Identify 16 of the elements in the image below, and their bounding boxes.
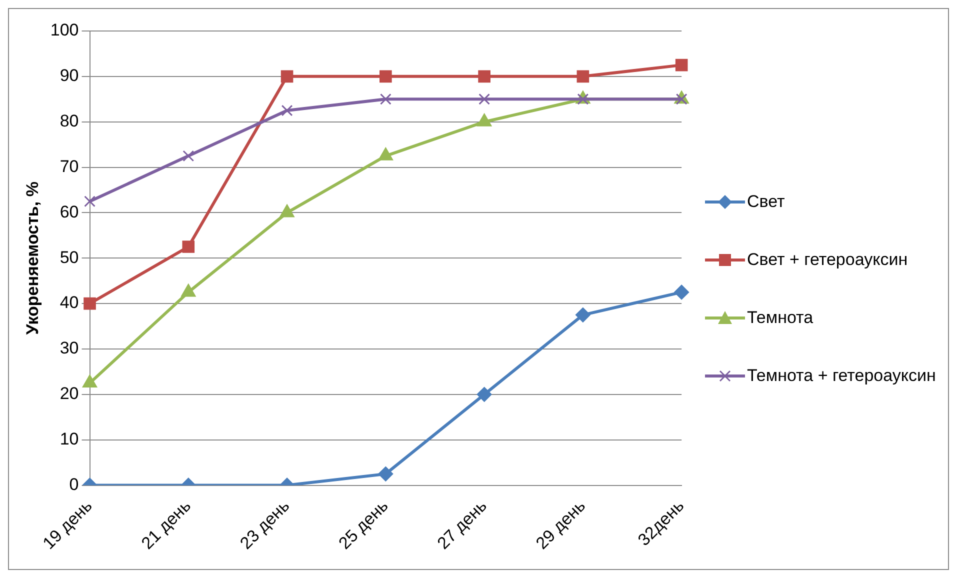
y-tick-label: 70 <box>60 156 79 176</box>
y-axis-title: Укореняемость, % <box>22 182 42 335</box>
legend-label: Свет <box>747 192 785 212</box>
y-tick-label: 10 <box>60 430 79 449</box>
y-tick-label: 40 <box>60 293 79 312</box>
y-tick-label: 100 <box>50 20 79 40</box>
legend-label: Темнота <box>747 308 814 328</box>
y-tick-label: 80 <box>60 112 79 131</box>
y-tick-label: 50 <box>60 248 79 267</box>
y-tick-label: 30 <box>60 338 79 358</box>
y-tick-label: 0 <box>69 474 79 494</box>
y-tick-label: 60 <box>60 202 79 222</box>
y-tick-label: 20 <box>60 384 79 404</box>
legend-label: Темнота + гетероауксин <box>747 366 936 386</box>
y-tick-label: 90 <box>60 66 79 86</box>
legend-label: Свет + гетероауксин <box>747 250 908 270</box>
